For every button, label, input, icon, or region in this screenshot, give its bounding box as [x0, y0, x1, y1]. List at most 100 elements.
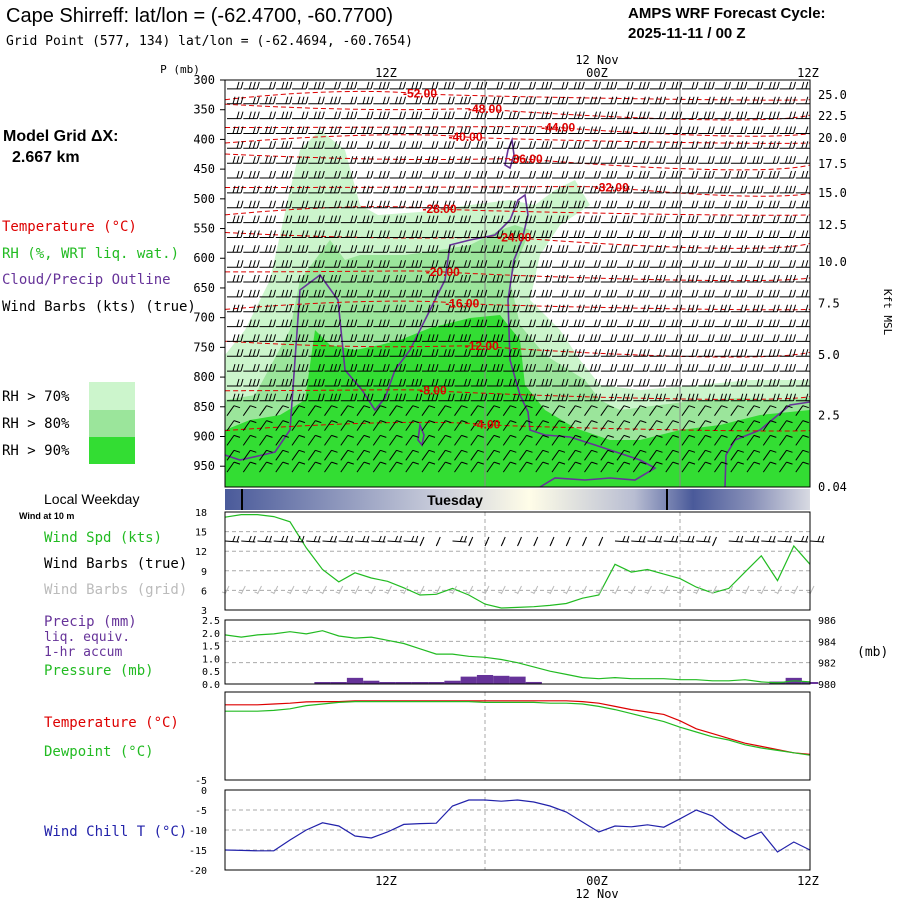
wind-barb — [682, 81, 699, 90]
wind-barb — [747, 393, 764, 402]
wind-barb — [470, 245, 488, 253]
wind-barb — [779, 81, 796, 90]
wind-barb — [340, 434, 354, 446]
wind-barb — [308, 185, 325, 194]
wind-barb — [373, 319, 390, 328]
wind-barb — [340, 449, 354, 461]
surface-wind-barb — [809, 535, 825, 543]
wind-barb — [617, 363, 634, 372]
height-tick-label: 5.0 — [818, 348, 840, 362]
wind-barb — [372, 405, 387, 416]
grid-wind-barb — [774, 585, 782, 595]
wind-barb — [357, 274, 374, 283]
wind-barb — [535, 185, 553, 194]
wind-barb — [340, 319, 358, 328]
wind-barb — [698, 274, 715, 283]
wind-barb — [454, 304, 471, 313]
wind-barb — [714, 81, 731, 90]
wind-barb — [438, 185, 455, 194]
wind-barb — [584, 405, 598, 416]
wind-barb — [747, 81, 764, 90]
wind-speed-tick: 9 — [201, 567, 207, 578]
wind-barb — [340, 170, 358, 179]
grid-wind-barb — [498, 585, 506, 595]
wind-barb — [422, 260, 439, 268]
wind-barb — [357, 81, 374, 90]
surface-wind-barb — [533, 536, 539, 547]
wind-barb — [503, 319, 520, 328]
wind-barb — [730, 230, 748, 238]
wind-barb — [454, 156, 471, 164]
wind-barb — [470, 449, 484, 461]
wind-barb — [470, 319, 488, 328]
wind-barb — [324, 230, 341, 238]
wind-barb — [633, 215, 650, 224]
wind-barb — [340, 461, 354, 473]
wind-barb — [454, 170, 471, 179]
wind-barb — [259, 245, 276, 253]
wind-barb — [552, 215, 569, 224]
wind-barb — [438, 319, 455, 328]
wind-barb — [503, 230, 520, 238]
wind-barb — [617, 319, 634, 328]
wind-barb — [552, 96, 569, 105]
wind-barb — [632, 420, 647, 431]
wind-barb — [649, 334, 666, 342]
wind-barb — [373, 81, 390, 90]
wind-barb — [617, 378, 634, 387]
wind-barb — [292, 334, 309, 342]
wind-barb — [389, 170, 406, 179]
wind-barb — [275, 363, 293, 372]
wind-barb — [275, 405, 289, 416]
wind-barb — [324, 449, 338, 461]
wind-barb — [812, 364, 828, 371]
wind-barb — [697, 405, 712, 416]
surface-wind-barb — [452, 535, 467, 543]
wind-barb — [616, 434, 631, 446]
grid-wind-barb — [676, 585, 685, 595]
wind-barb — [665, 111, 683, 120]
wind-barb — [632, 461, 647, 473]
wind-barb — [291, 420, 306, 431]
wind-barb — [259, 461, 273, 473]
wind-barb — [470, 274, 488, 283]
surface-wind-barb — [289, 535, 305, 543]
precip-bar — [314, 682, 331, 684]
cloud-outline-legend: Cloud/Precip Outline — [2, 272, 171, 288]
wind-barb — [470, 420, 484, 431]
wind-barb — [746, 434, 761, 446]
wind-barb — [584, 449, 598, 461]
upper-air-wind-barbs — [226, 81, 828, 473]
wind-barb — [795, 349, 810, 357]
wind-barb — [454, 185, 471, 194]
wind-barb — [779, 334, 796, 342]
wind-barb — [779, 461, 793, 473]
wind-barb — [535, 230, 553, 238]
wind-barb — [714, 141, 731, 149]
surface-wind-barb — [273, 535, 289, 543]
wind-barb — [682, 185, 699, 194]
wind-barb — [600, 461, 614, 473]
wind-barb — [535, 111, 553, 120]
wind-barb — [795, 378, 810, 387]
wind-barb — [795, 393, 810, 402]
wind-barb — [373, 245, 390, 253]
rh-key-90-label: RH > 90% — [2, 443, 70, 459]
wind-barb — [795, 230, 810, 238]
wind-barb — [275, 304, 293, 313]
wind-barb — [470, 334, 488, 342]
wind-barb — [649, 304, 666, 313]
wind-barb — [324, 126, 341, 134]
wind-barbs-legend: Wind Barbs (kts) (true) — [2, 299, 196, 315]
temperature-contour — [225, 270, 810, 282]
wind-speed-legend: Wind Spd (kts) — [44, 530, 162, 546]
cloud-outline — [225, 136, 810, 487]
wind-barb — [600, 81, 618, 90]
wind-barb — [226, 434, 241, 446]
wind-barb — [584, 185, 601, 194]
wind-barb — [243, 289, 260, 298]
wind-barb — [633, 230, 650, 238]
wind-barb — [746, 420, 761, 431]
wind-barb — [389, 461, 403, 473]
wind-barb — [292, 245, 309, 253]
